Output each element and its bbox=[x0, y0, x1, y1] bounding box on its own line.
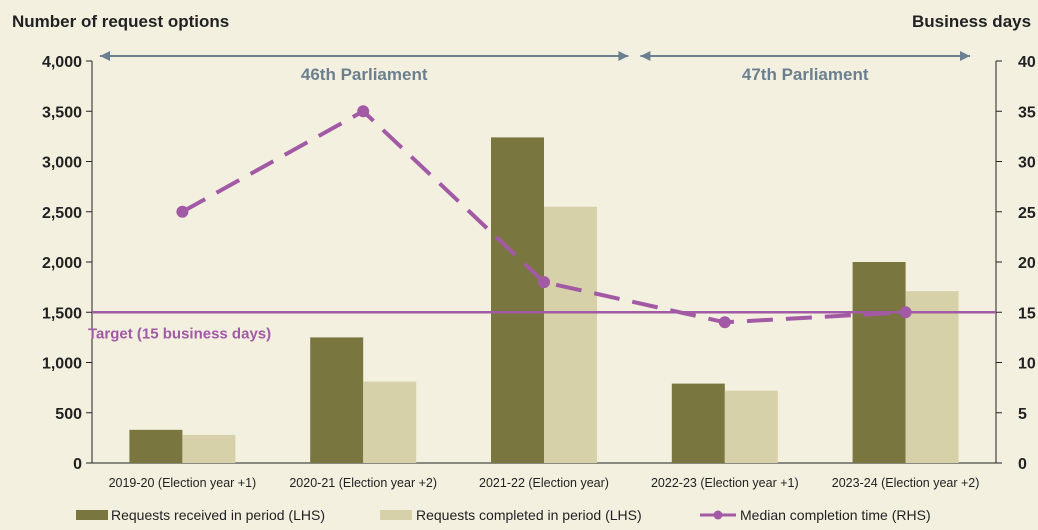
arrow-head-left bbox=[100, 51, 110, 61]
right-tick-label: 35 bbox=[1018, 104, 1036, 121]
x-tick-label: 2021-22 (Election year) bbox=[479, 476, 609, 490]
right-tick-label: 30 bbox=[1018, 155, 1036, 172]
median-point bbox=[357, 105, 370, 118]
bar-received bbox=[310, 337, 364, 463]
bar-completed bbox=[544, 206, 597, 463]
parliament-annotations: 46th Parliament 47th Parliament bbox=[100, 51, 970, 84]
legend-label-received: Requests received in period (LHS) bbox=[111, 507, 325, 523]
bar-received bbox=[491, 137, 544, 463]
bar-completed bbox=[905, 291, 959, 463]
left-tick-label: 1,500 bbox=[42, 305, 82, 322]
parliament-label: 47th Parliament bbox=[742, 65, 869, 84]
bar-received bbox=[852, 262, 906, 463]
right-tick-label: 40 bbox=[1018, 54, 1036, 71]
legend-label-completed: Requests completed in period (LHS) bbox=[416, 507, 642, 523]
axes: 0 500 1,000 1,500 2,000 2,500 3,000 3,500 4,000 0… bbox=[42, 54, 1036, 490]
right-axis-title: Business days bbox=[912, 12, 1031, 31]
bar-received bbox=[129, 429, 183, 463]
x-tick-label: 2023-24 (Election year +2) bbox=[832, 476, 980, 490]
left-tick-label: 500 bbox=[55, 406, 82, 423]
legend-swatch-median-dot bbox=[713, 510, 723, 520]
right-tick-label: 15 bbox=[1018, 305, 1036, 322]
median-line-group bbox=[176, 105, 912, 329]
median-point bbox=[176, 205, 189, 218]
right-tick-label: 10 bbox=[1018, 356, 1036, 373]
x-tick-label: 2019-20 (Election year +1) bbox=[109, 476, 257, 490]
left-axis-title: Number of request options bbox=[12, 12, 229, 31]
left-tick-label: 3,000 bbox=[42, 155, 82, 172]
parliament-label: 46th Parliament bbox=[301, 65, 428, 84]
median-line bbox=[181, 108, 906, 325]
target-label: Target (15 business days) bbox=[88, 325, 271, 342]
left-tick-label: 3,500 bbox=[42, 104, 82, 121]
left-tick-label: 0 bbox=[73, 456, 82, 473]
median-point bbox=[718, 316, 731, 329]
bar-completed bbox=[724, 390, 778, 463]
median-point bbox=[899, 306, 912, 319]
left-tick-label: 2,500 bbox=[42, 205, 82, 222]
left-tick-label: 1,000 bbox=[42, 356, 82, 373]
target-line-group: Target (15 business days) bbox=[88, 311, 996, 342]
right-tick-label: 5 bbox=[1018, 406, 1027, 423]
x-tick-label: 2020-21 (Election year +2) bbox=[289, 476, 437, 490]
right-tick-label: 20 bbox=[1018, 255, 1036, 272]
arrow-head-right bbox=[960, 51, 970, 61]
median-point bbox=[538, 276, 550, 289]
right-tick-label: 25 bbox=[1018, 205, 1036, 222]
left-tick-label: 2,000 bbox=[42, 255, 82, 272]
arrow-head-left bbox=[640, 51, 651, 61]
bars bbox=[129, 137, 959, 463]
legend: Requests received in period (LHS) Request… bbox=[76, 507, 931, 523]
legend-swatch-received bbox=[76, 510, 108, 520]
right-tick-label: 0 bbox=[1018, 456, 1027, 473]
legend-swatch-completed bbox=[380, 510, 412, 520]
left-tick-label: 4,000 bbox=[42, 54, 82, 71]
bar-completed bbox=[182, 434, 236, 463]
arrow-head-right bbox=[618, 51, 629, 61]
bar-received bbox=[671, 383, 725, 463]
bar-completed bbox=[363, 381, 417, 463]
x-tick-label: 2022-23 (Election year +1) bbox=[651, 476, 799, 490]
legend-label-median: Median completion time (RHS) bbox=[740, 507, 931, 523]
